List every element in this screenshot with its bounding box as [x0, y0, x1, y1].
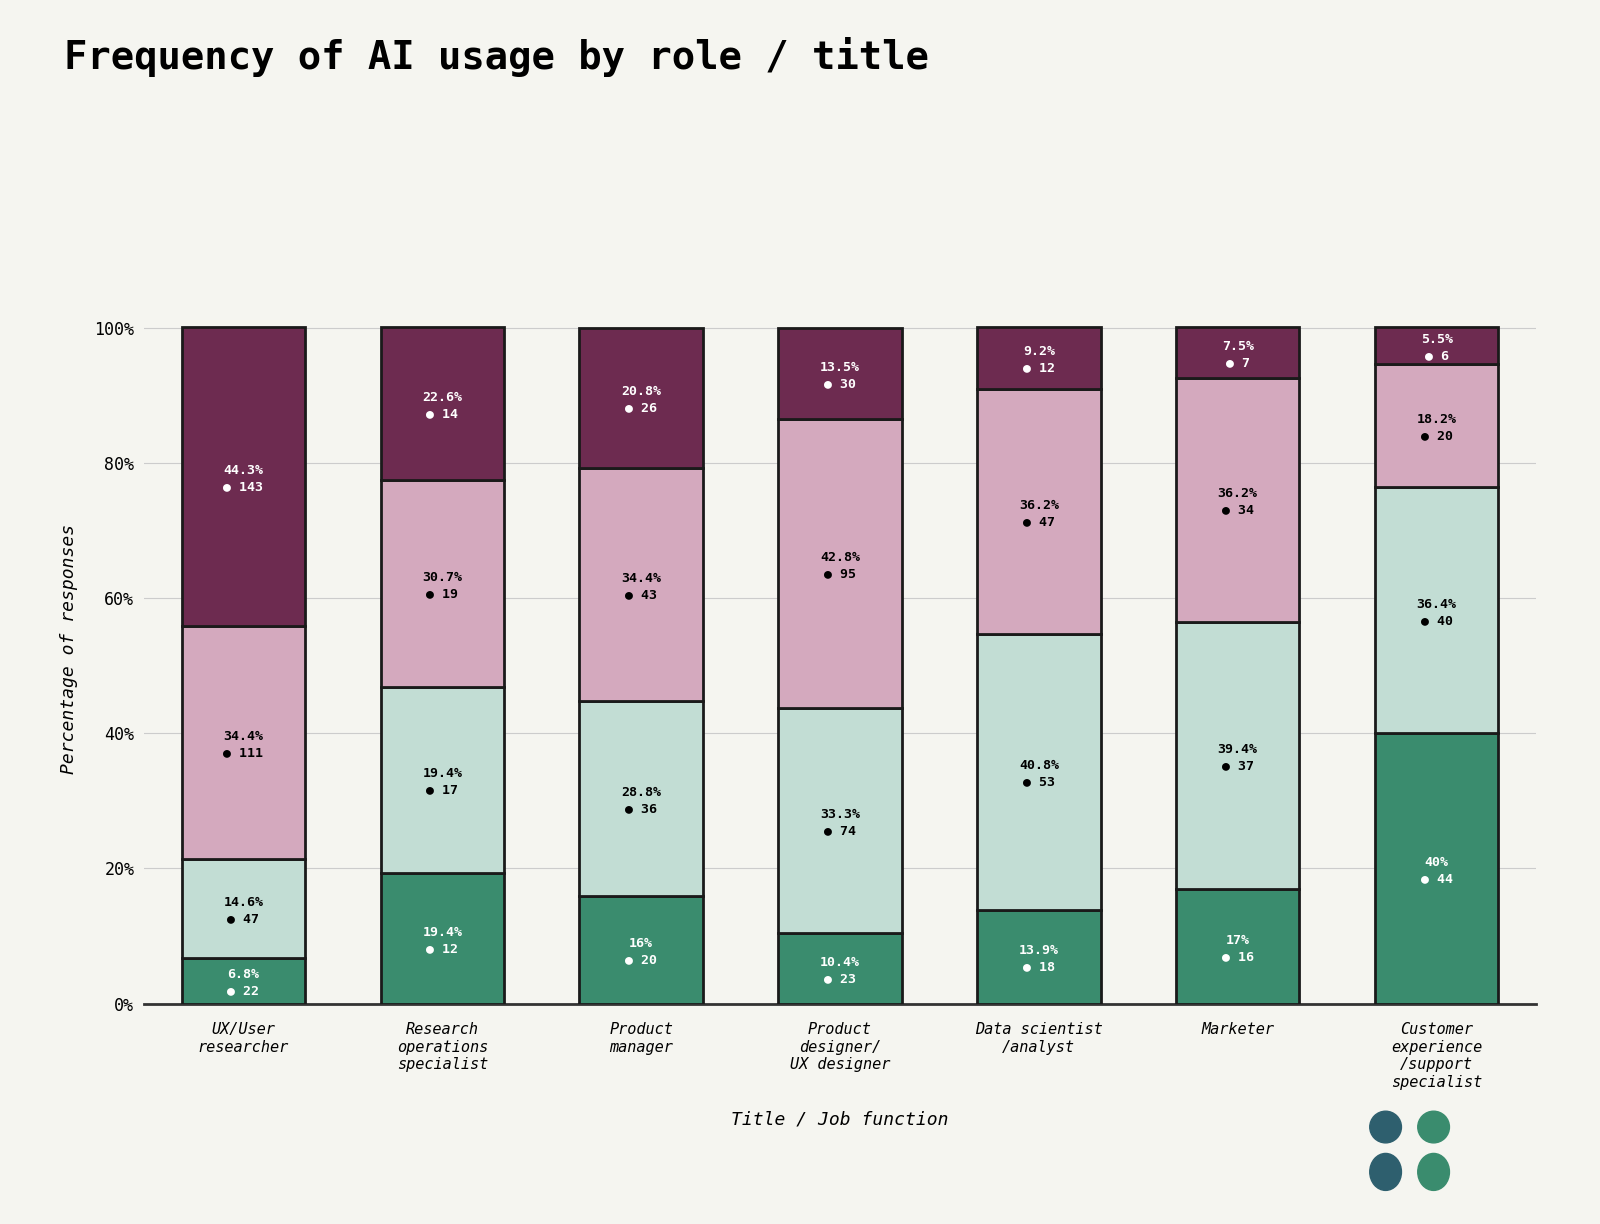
- Bar: [579, 701, 702, 896]
- Text: ● 20: ● 20: [626, 953, 658, 966]
- Bar: [1176, 889, 1299, 1004]
- Circle shape: [1370, 1111, 1402, 1143]
- Bar: [1374, 364, 1498, 487]
- Bar: [1374, 487, 1498, 733]
- Ellipse shape: [1370, 1153, 1402, 1191]
- Text: ● 30: ● 30: [824, 377, 856, 390]
- X-axis label: Title / Job function: Title / Job function: [731, 1110, 949, 1129]
- Text: ● 7: ● 7: [1226, 356, 1250, 368]
- Text: ● 74: ● 74: [824, 825, 856, 837]
- Text: 42.8%: 42.8%: [819, 551, 861, 564]
- Text: 40.8%: 40.8%: [1019, 759, 1059, 772]
- Text: 34.4%: 34.4%: [621, 572, 661, 585]
- Text: ● 34: ● 34: [1222, 503, 1254, 517]
- Y-axis label: Percentage of responses: Percentage of responses: [59, 524, 78, 774]
- Text: 5.5%: 5.5%: [1421, 333, 1453, 346]
- Text: ● 43: ● 43: [626, 588, 658, 601]
- Text: 14.6%: 14.6%: [224, 896, 264, 908]
- Text: 40%: 40%: [1424, 856, 1448, 869]
- Text: 7.5%: 7.5%: [1222, 339, 1254, 353]
- Bar: [579, 896, 702, 1004]
- Bar: [978, 909, 1101, 1004]
- Text: 36.4%: 36.4%: [1416, 597, 1456, 611]
- Text: 30.7%: 30.7%: [422, 570, 462, 584]
- Bar: [182, 627, 306, 859]
- Bar: [381, 687, 504, 873]
- Text: ● 26: ● 26: [626, 401, 658, 415]
- Bar: [978, 389, 1101, 634]
- Text: 13.9%: 13.9%: [1019, 944, 1059, 957]
- Text: 13.5%: 13.5%: [819, 361, 861, 373]
- Text: 22.6%: 22.6%: [422, 390, 462, 404]
- Text: 33.3%: 33.3%: [819, 808, 861, 821]
- Text: ● 12: ● 12: [426, 941, 458, 955]
- Text: ● 20: ● 20: [1421, 430, 1453, 442]
- Text: 44.3%: 44.3%: [224, 464, 264, 477]
- Text: ● 36: ● 36: [626, 802, 658, 815]
- Text: ● 40: ● 40: [1421, 613, 1453, 627]
- Text: ● 14: ● 14: [426, 406, 458, 420]
- Text: 34.4%: 34.4%: [224, 730, 264, 743]
- Bar: [1176, 327, 1299, 377]
- Text: 9.2%: 9.2%: [1022, 345, 1054, 359]
- Circle shape: [1418, 1111, 1450, 1143]
- Bar: [1374, 733, 1498, 1004]
- Text: 18.2%: 18.2%: [1416, 412, 1456, 426]
- Bar: [182, 859, 306, 957]
- Bar: [778, 328, 902, 419]
- Text: ● 18: ● 18: [1022, 961, 1054, 973]
- Bar: [381, 327, 504, 480]
- Text: Frequency of AI usage by role / title: Frequency of AI usage by role / title: [64, 37, 930, 77]
- Text: ● 47: ● 47: [227, 912, 259, 925]
- Bar: [778, 419, 902, 709]
- Text: ● 19: ● 19: [426, 588, 458, 600]
- Text: ● 143: ● 143: [224, 480, 264, 493]
- Bar: [579, 328, 702, 469]
- Text: ● 16: ● 16: [1222, 950, 1254, 963]
- Bar: [1176, 377, 1299, 622]
- Text: ● 23: ● 23: [824, 972, 856, 985]
- Text: ● 17: ● 17: [426, 783, 458, 797]
- Text: 19.4%: 19.4%: [422, 925, 462, 939]
- Text: 20.8%: 20.8%: [621, 386, 661, 398]
- Text: 16%: 16%: [629, 938, 653, 950]
- Bar: [1374, 327, 1498, 364]
- Text: ● 44: ● 44: [1421, 871, 1453, 885]
- Text: ● 22: ● 22: [227, 984, 259, 998]
- Text: ● 47: ● 47: [1022, 515, 1054, 528]
- Text: 39.4%: 39.4%: [1218, 743, 1258, 756]
- Text: ● 12: ● 12: [1022, 361, 1054, 375]
- Bar: [778, 709, 902, 934]
- Bar: [182, 957, 306, 1004]
- Text: ● 6: ● 6: [1424, 349, 1448, 362]
- Ellipse shape: [1418, 1153, 1450, 1191]
- Text: 6.8%: 6.8%: [227, 968, 259, 982]
- Text: ● 37: ● 37: [1222, 759, 1254, 772]
- Bar: [1176, 622, 1299, 889]
- Text: ● 53: ● 53: [1022, 776, 1054, 788]
- Bar: [978, 327, 1101, 389]
- Bar: [381, 480, 504, 687]
- Text: 19.4%: 19.4%: [422, 767, 462, 781]
- Bar: [381, 873, 504, 1004]
- Text: 17%: 17%: [1226, 934, 1250, 946]
- Text: 10.4%: 10.4%: [819, 956, 861, 969]
- Text: ● 95: ● 95: [824, 567, 856, 580]
- Bar: [182, 327, 306, 627]
- Bar: [978, 634, 1101, 909]
- Text: 28.8%: 28.8%: [621, 786, 661, 798]
- Text: ● 111: ● 111: [224, 747, 264, 759]
- Text: 36.2%: 36.2%: [1019, 499, 1059, 512]
- Bar: [778, 934, 902, 1004]
- Text: 36.2%: 36.2%: [1218, 487, 1258, 501]
- Bar: [579, 469, 702, 701]
